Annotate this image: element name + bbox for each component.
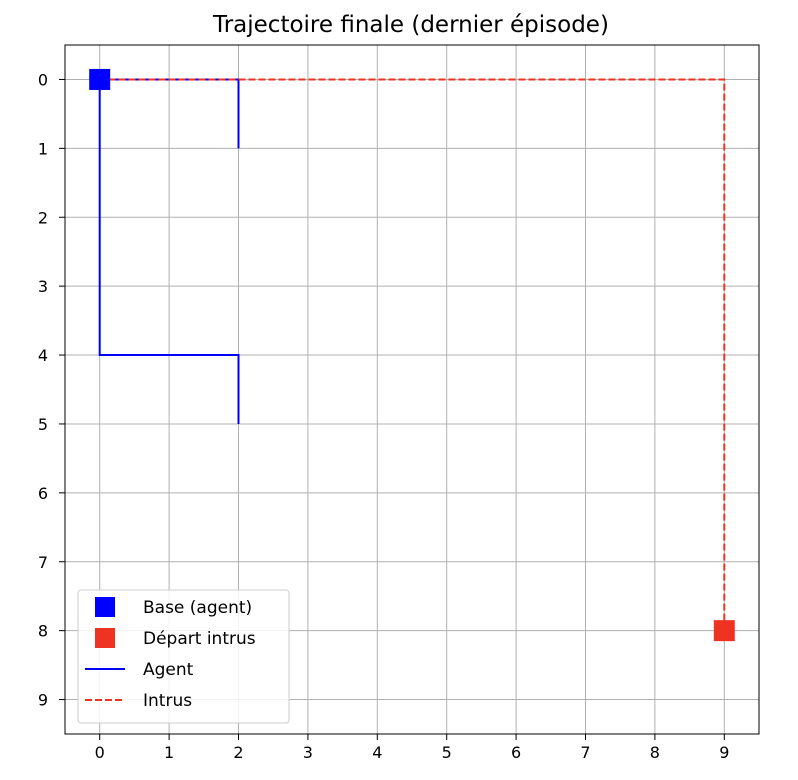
y-tick-label: 5 [38,415,48,434]
chart-title: Trajectoire finale (dernier épisode) [212,12,609,38]
legend-box [77,589,290,724]
series-line-agent [98,78,240,424]
x-tick-label: 3 [303,743,313,762]
y-tick-label: 2 [38,208,48,227]
x-tick-label: 4 [372,743,382,762]
marker-base-agent- [89,68,111,90]
x-tick-label: 7 [580,743,590,762]
y-tick-label: 3 [38,277,48,296]
legend-label-intrus: Intrus [143,691,192,711]
x-tick-label: 9 [719,743,729,762]
x-tick-label: 6 [511,743,521,762]
axis-ticks: 0 1 2 3 4 5 6 7 8 9 0 1 2 3 4 5 6 7 8 9 [38,70,730,762]
x-tick-label: 5 [442,743,452,762]
y-tick-label: 7 [38,553,48,572]
y-tick-label: 0 [38,70,48,89]
y-tick-label: 9 [38,691,48,710]
series-line-intrus [99,78,726,631]
y-tick-label: 1 [38,139,48,158]
plot-frame [64,44,760,735]
x-tick-label: 1 [164,743,174,762]
legend-label-agent: Agent [143,660,194,680]
legend-label-base-agent-: Base (agent) [143,598,252,618]
y-tick-label: 8 [38,622,48,641]
series [89,68,735,642]
legend-marker-d-part-intrus [95,628,115,648]
legend-marker-base-agent- [95,597,115,617]
x-tick-label: 8 [650,743,660,762]
x-tick-label: 0 [95,743,105,762]
legend: Base (agent) Départ intrus Agent Intrus [77,589,290,724]
y-tick-label: 4 [38,346,48,365]
legend-label-d-part-intrus: Départ intrus [143,629,256,649]
y-tick-label: 6 [38,484,48,503]
x-tick-label: 2 [233,743,243,762]
marker-d-part-intrus [713,620,735,642]
